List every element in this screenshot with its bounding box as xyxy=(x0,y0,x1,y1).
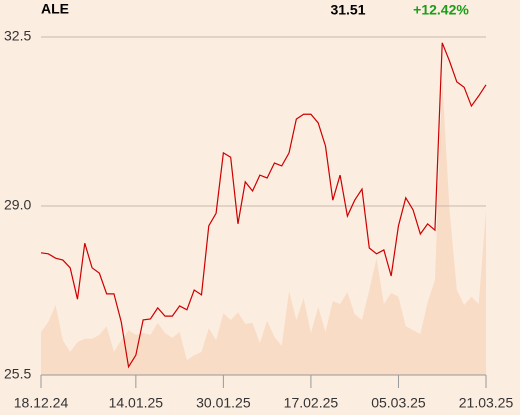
x-tick-label: 18.12.24 xyxy=(14,395,69,411)
x-tick-label: 17.02.25 xyxy=(284,395,339,411)
x-tick-label: 30.01.25 xyxy=(196,395,251,411)
area xyxy=(41,79,486,375)
change: +12.42% xyxy=(413,2,469,18)
y-tick-label: 29.0 xyxy=(4,197,31,213)
x-tick-label: 14.01.25 xyxy=(109,395,164,411)
y-tick-label: 32.5 xyxy=(4,28,31,44)
price-line xyxy=(40,42,487,369)
x-tick-label: 05.03.25 xyxy=(371,395,426,411)
last-price: 31.51 xyxy=(330,2,365,18)
y-tick-label: 25.5 xyxy=(4,366,31,382)
x-tick-label: 21.03.25 xyxy=(459,395,514,411)
ticker: ALE xyxy=(41,1,69,17)
